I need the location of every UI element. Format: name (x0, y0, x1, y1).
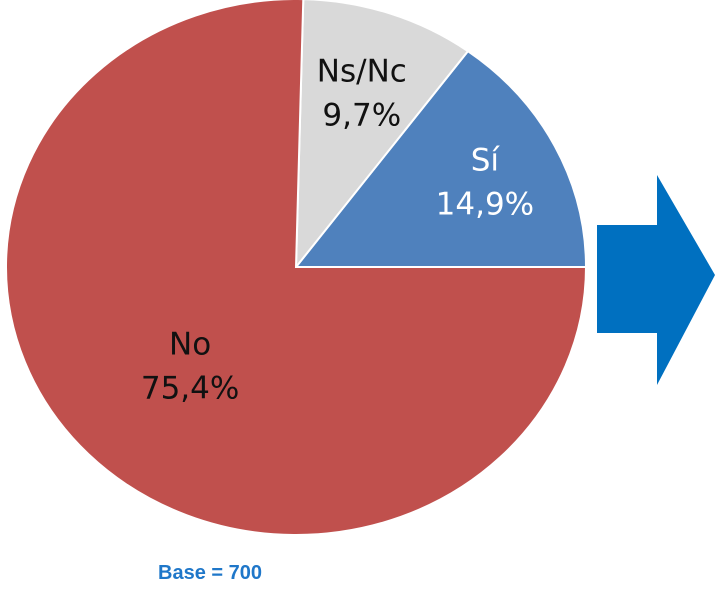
slice-value-2: 75,4% (141, 370, 239, 406)
slice-label-0: Sí 14,9% (436, 143, 534, 223)
pie-slice-2 (5, 0, 588, 536)
slice-label-2: No 75,4% (141, 326, 239, 406)
right-arrow-icon (597, 175, 715, 385)
slice-category-0: Sí (471, 143, 501, 179)
slice-value-1: 9,7% (322, 98, 401, 134)
slice-label-1: Ns/Nc 9,7% (317, 54, 407, 134)
pie-slice-0 (293, 49, 588, 268)
slice-value-0: 14,9% (436, 187, 534, 223)
base-note: Base = 700 (158, 562, 262, 584)
pie-labels: Sí 14,9% Ns/Nc 9,7% No 75,4% (141, 54, 534, 407)
pie-slices (5, 0, 588, 536)
slice-category-2: No (169, 326, 211, 362)
pie-slice-1 (294, 0, 470, 270)
slice-category-1: Ns/Nc (317, 54, 407, 90)
